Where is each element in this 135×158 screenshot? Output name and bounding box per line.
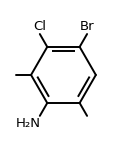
Text: H₂N: H₂N bbox=[16, 117, 40, 130]
Text: Br: Br bbox=[80, 20, 94, 33]
Text: Cl: Cl bbox=[33, 20, 46, 33]
